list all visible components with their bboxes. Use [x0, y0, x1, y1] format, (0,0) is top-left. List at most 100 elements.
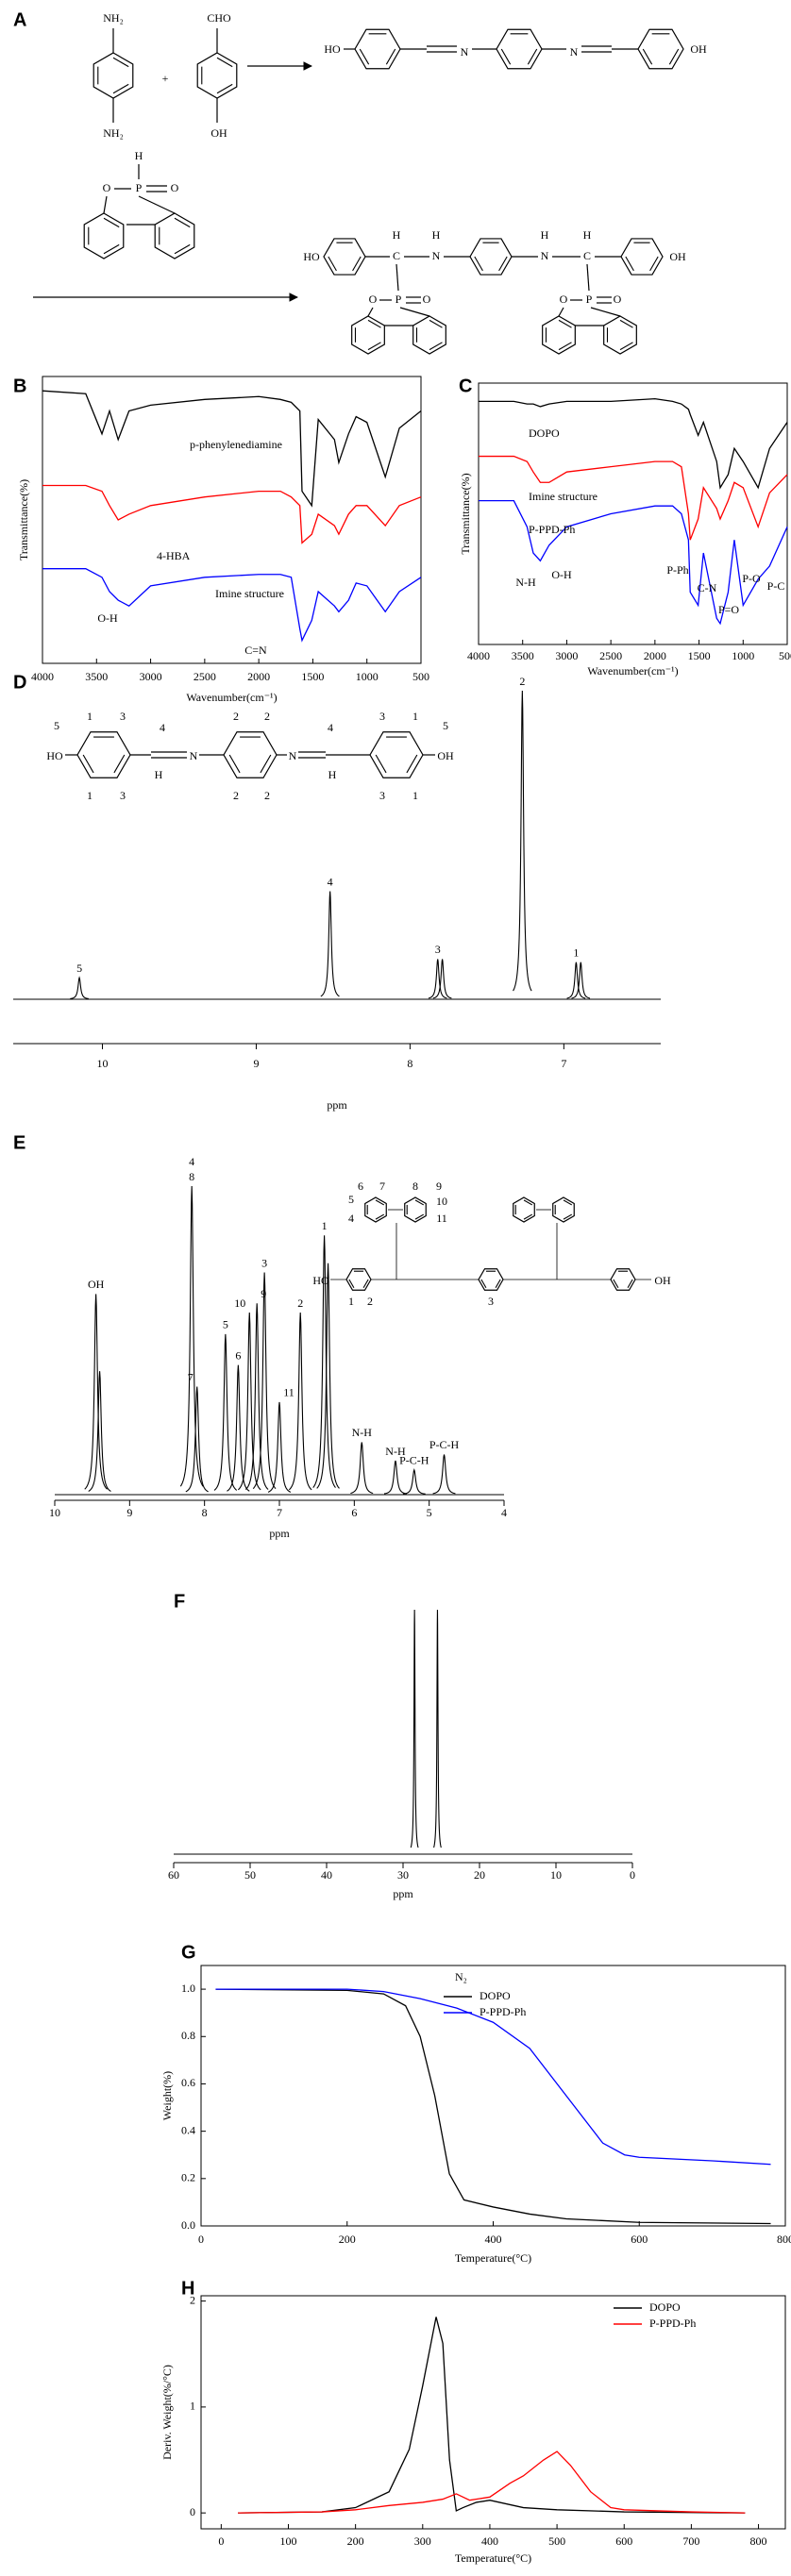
atom-label: NH₂ — [103, 126, 124, 140]
benzene-ring — [354, 28, 401, 70]
structure-label: 2 — [264, 789, 270, 802]
atom-label: O — [103, 181, 111, 194]
panel-label: G — [181, 1942, 196, 1963]
x-axis-label: ppm — [327, 1098, 347, 1112]
legend-label: DOPO — [480, 1989, 511, 2002]
structure-label: 2 — [367, 1295, 373, 1308]
x-tick-label: 10 — [550, 1868, 562, 1882]
double-bond — [406, 754, 418, 774]
double-bond — [625, 256, 634, 272]
benzene-ring — [620, 238, 664, 276]
x-tick-label: 800 — [750, 2534, 767, 2548]
x-tick-label: 2500 — [194, 670, 216, 683]
y-tick-label: 1 — [190, 2400, 195, 2413]
double-bond — [619, 319, 633, 328]
structure-label: 4 — [348, 1212, 354, 1225]
peak — [383, 1460, 407, 1495]
panel-label: A — [13, 9, 26, 30]
x-tick-label: 1500 — [688, 649, 711, 662]
peak-label: 2 — [519, 675, 525, 688]
series-label: 4-HBA — [157, 549, 191, 562]
annotation: P-Ph — [666, 563, 688, 577]
double-bond — [495, 1279, 501, 1289]
series-label: Imine structure — [215, 587, 284, 600]
panel-label: C — [459, 376, 472, 396]
panel-label: B — [13, 376, 26, 396]
x-tick-label: 4000 — [31, 670, 54, 683]
double-bond — [414, 1213, 425, 1220]
peak — [185, 1386, 209, 1493]
double-bond — [429, 319, 443, 328]
peak-label: N-H — [352, 1426, 373, 1439]
bond — [586, 263, 590, 292]
structure-label: HO — [46, 749, 63, 762]
double-bond — [216, 83, 233, 94]
benzene-ring — [196, 52, 238, 99]
double-bond — [558, 319, 572, 328]
double-bond — [260, 754, 272, 774]
atom-label: N — [432, 249, 441, 262]
peak — [316, 1263, 340, 1489]
peak — [227, 1364, 250, 1492]
structure-label: 3 — [488, 1295, 494, 1308]
y-tick-label: 0.4 — [181, 2123, 195, 2136]
y-tick-label: 0.8 — [181, 2029, 195, 2042]
benzene-ring — [542, 315, 576, 355]
peak-label: 7 — [188, 1370, 194, 1383]
x-tick-label: 3000 — [555, 649, 578, 662]
double-bond — [375, 754, 387, 774]
double-bond — [414, 1199, 425, 1206]
legend-title: N₂ — [455, 1970, 467, 1983]
y-tick-label: 2 — [190, 2293, 195, 2306]
atom-label: N — [461, 45, 469, 59]
annotation: P-O — [742, 572, 761, 585]
peak-label: 5 — [76, 962, 82, 975]
double-bond — [375, 1213, 385, 1220]
y-axis-label: Transmittance(%) — [459, 473, 472, 554]
atom-label: H — [135, 149, 143, 162]
x-tick-label: 10 — [97, 1057, 109, 1070]
x-tick-label: 4000 — [467, 649, 490, 662]
benzene-ring — [369, 731, 424, 778]
bond — [367, 307, 374, 317]
double-bond — [385, 48, 396, 65]
x-tick-label: 600 — [615, 2534, 632, 2548]
annotation: C=N — [244, 644, 267, 657]
y-tick-label: 0.2 — [181, 2171, 195, 2184]
double-bond — [113, 754, 126, 774]
x-tick-label: 500 — [412, 670, 429, 683]
double-bond — [642, 48, 653, 65]
x-axis-label: Temperature(°C) — [455, 2251, 531, 2265]
y-tick-label: 0.6 — [181, 2076, 195, 2089]
peak-label: 11 — [283, 1386, 295, 1399]
atom-label: O — [560, 293, 568, 306]
double-bond — [112, 57, 129, 68]
annotation: N-H — [515, 576, 536, 589]
double-bond — [649, 256, 659, 272]
bond — [103, 195, 108, 214]
atom-label: OH — [669, 250, 686, 263]
double-bond — [613, 1279, 619, 1289]
double-bond — [348, 1279, 355, 1289]
double-bond — [668, 48, 680, 65]
peak — [432, 1454, 456, 1495]
benzene-ring — [83, 212, 125, 259]
double-bond — [523, 1213, 533, 1220]
x-tick-label: 8 — [202, 1506, 208, 1519]
legend-label: P-PPD-Ph — [480, 2005, 526, 2018]
peak-label: P-C-H — [429, 1438, 460, 1451]
series-label: P-PPD-Ph — [529, 523, 575, 536]
bond — [399, 307, 430, 317]
benzene-ring — [93, 52, 134, 99]
atom-label: O — [369, 293, 378, 306]
peak — [428, 959, 447, 999]
bond — [138, 195, 176, 214]
x-tick-label: 8 — [407, 1057, 412, 1070]
x-tick-label: 600 — [631, 2233, 648, 2246]
benzene-ring — [154, 212, 195, 259]
peak — [213, 1333, 238, 1491]
peak — [252, 1272, 277, 1490]
structure-label: 2 — [264, 710, 270, 723]
structure-label: HO — [312, 1274, 329, 1287]
benzene-ring — [351, 315, 385, 355]
